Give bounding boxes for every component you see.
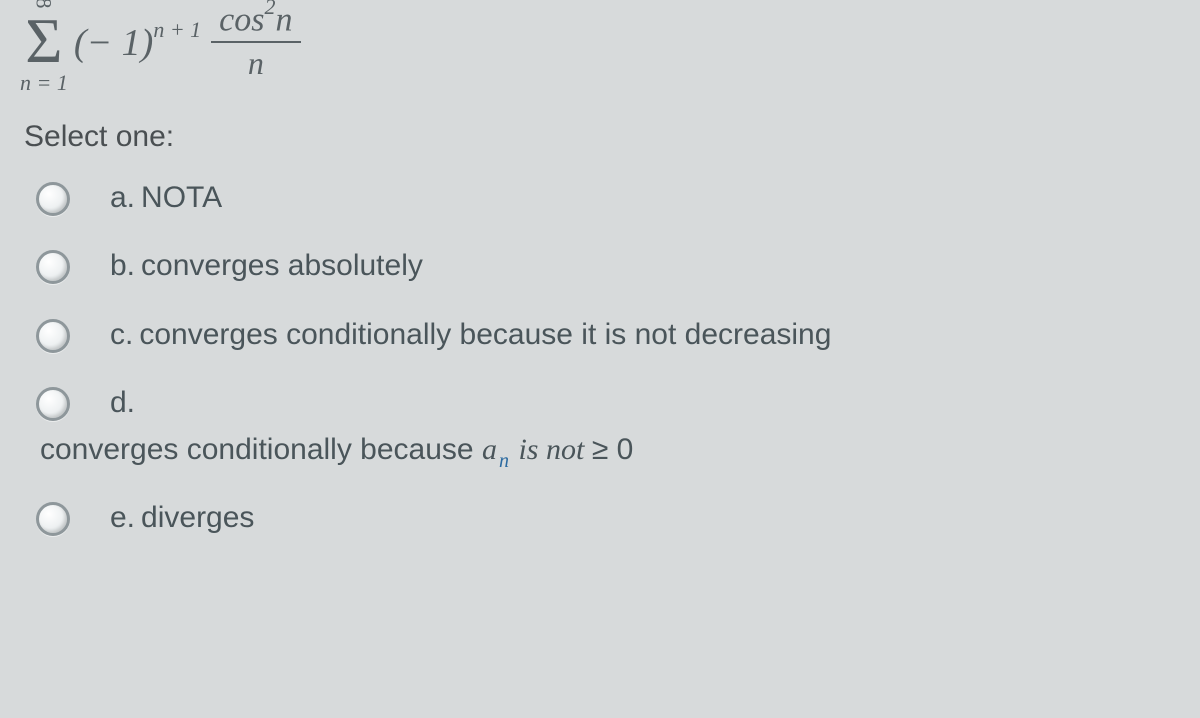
option-e[interactable]: e.diverges bbox=[36, 498, 1180, 539]
option-d-geq0: ≥ 0 bbox=[592, 433, 633, 466]
cos-arg: n bbox=[276, 2, 293, 39]
sigma-lower-eq: = bbox=[31, 70, 57, 95]
option-c-text: converges conditionally because it is no… bbox=[139, 318, 831, 351]
option-c-letter: c. bbox=[110, 318, 133, 351]
fraction-denominator: n bbox=[248, 43, 264, 82]
option-a-letter: a. bbox=[110, 181, 135, 214]
radio-a[interactable] bbox=[36, 182, 70, 216]
option-b[interactable]: b.converges absolutely bbox=[36, 246, 1180, 287]
sigma-lower-val: 1 bbox=[57, 70, 68, 95]
option-e-body: e.diverges bbox=[110, 498, 254, 539]
option-a[interactable]: a.NOTA bbox=[36, 178, 1180, 219]
series-formula: 8 Σ n = 1 (− 1)n + 1 cos2n n bbox=[20, 0, 1180, 94]
option-a-text: NOTA bbox=[141, 181, 222, 214]
option-d-line2: converges conditionally because an is no… bbox=[40, 430, 633, 471]
radio-e[interactable] bbox=[36, 502, 70, 536]
option-d-mid: is not bbox=[511, 433, 592, 466]
option-b-body: b.converges absolutely bbox=[110, 246, 423, 287]
options-list: a.NOTA b.converges absolutely c.converge… bbox=[36, 178, 1180, 539]
option-d-letter: d. bbox=[110, 383, 627, 424]
base-open: (− 1) bbox=[74, 22, 153, 64]
fraction-numerator: cos2n bbox=[211, 0, 300, 43]
sigma-block: 8 Σ n = 1 bbox=[20, 0, 68, 94]
cos-power: 2 bbox=[265, 0, 276, 19]
option-d-a: a bbox=[482, 433, 497, 466]
exp-n: n bbox=[153, 17, 164, 42]
option-d-pre: converges conditionally because bbox=[40, 433, 482, 466]
option-d-body: d. converges conditionally because an is… bbox=[110, 383, 633, 470]
exponent: n + 1 bbox=[153, 17, 201, 42]
alternating-term: (− 1)n + 1 bbox=[74, 21, 201, 65]
question-container: 8 Σ n = 1 (− 1)n + 1 cos2n n Select one:… bbox=[0, 0, 1200, 539]
cos-func: cos bbox=[219, 2, 264, 39]
option-d[interactable]: d. converges conditionally because an is… bbox=[36, 383, 1180, 470]
option-a-body: a.NOTA bbox=[110, 178, 222, 219]
sigma-symbol: Σ bbox=[25, 12, 62, 70]
option-b-letter: b. bbox=[110, 249, 135, 282]
option-c[interactable]: c.converges conditionally because it is … bbox=[36, 315, 1180, 356]
option-c-body: c.converges conditionally because it is … bbox=[110, 315, 831, 356]
option-e-letter: e. bbox=[110, 501, 135, 534]
radio-c[interactable] bbox=[36, 319, 70, 353]
select-one-prompt: Select one: bbox=[24, 120, 1180, 154]
sigma-lower-limit: n = 1 bbox=[20, 72, 68, 94]
radio-b[interactable] bbox=[36, 250, 70, 284]
sigma-lower-var: n bbox=[20, 70, 31, 95]
fraction: cos2n n bbox=[211, 0, 300, 82]
exp-plus1: + 1 bbox=[164, 17, 201, 42]
sigma-upper-limit: 8 bbox=[33, 0, 55, 9]
option-b-text: converges absolutely bbox=[141, 249, 423, 282]
option-d-sub-n: n bbox=[499, 450, 509, 472]
radio-d[interactable] bbox=[36, 387, 70, 421]
option-e-text: diverges bbox=[141, 501, 254, 534]
